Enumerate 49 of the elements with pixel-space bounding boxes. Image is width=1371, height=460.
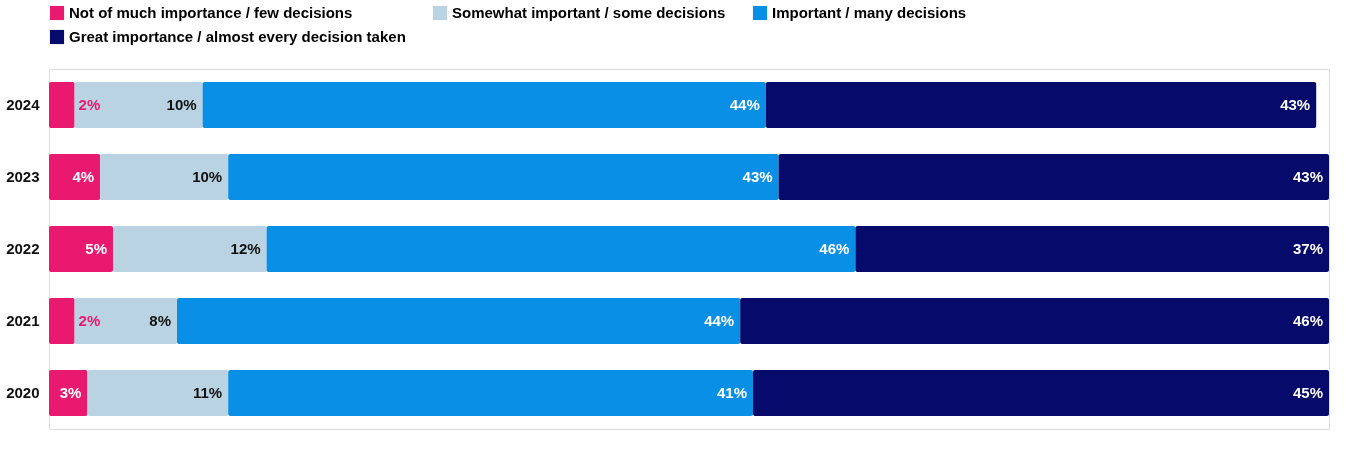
data-label: 4% xyxy=(72,168,95,185)
bar xyxy=(778,153,1329,201)
bar xyxy=(74,81,203,129)
bar xyxy=(740,297,1329,345)
data-label: 12% xyxy=(230,240,261,257)
data-label: 46% xyxy=(819,240,850,257)
data-label: 43% xyxy=(1280,96,1311,113)
bar xyxy=(49,153,101,201)
bar xyxy=(49,225,113,273)
bar xyxy=(228,153,779,201)
data-label: 2% xyxy=(78,312,101,329)
bar xyxy=(202,81,766,129)
bar xyxy=(113,225,267,273)
y-tick-label: 2020 xyxy=(6,384,40,401)
y-tick-label: 2023 xyxy=(6,168,40,185)
data-label: 37% xyxy=(1292,240,1323,257)
y-tick-label: 2024 xyxy=(6,96,41,113)
bar xyxy=(49,369,88,417)
data-label: 2% xyxy=(78,96,101,113)
data-label: 44% xyxy=(729,96,760,113)
data-label: 3% xyxy=(59,384,82,401)
legend-label: Somewhat important / some decisions xyxy=(452,4,726,21)
bar xyxy=(87,369,229,417)
data-label: 10% xyxy=(166,96,197,113)
bar xyxy=(266,225,856,273)
data-label: 5% xyxy=(85,240,107,257)
data-label: 43% xyxy=(1292,168,1323,185)
bar xyxy=(49,297,75,345)
bar xyxy=(228,369,753,417)
legend-label: Not of much importance / few decisions xyxy=(69,4,353,21)
data-label: 10% xyxy=(192,168,223,185)
bar xyxy=(753,369,1329,417)
bar xyxy=(855,225,1329,273)
y-tick-label: 2021 xyxy=(6,312,40,329)
legend-label: Great importance / almost every decision taken xyxy=(69,28,406,45)
bar xyxy=(177,297,741,345)
data-label: 11% xyxy=(193,384,223,401)
data-label: 45% xyxy=(1292,384,1323,401)
bar xyxy=(765,81,1317,129)
legend-label: Important / many decisions xyxy=(772,4,967,21)
data-label: 43% xyxy=(742,168,773,185)
y-tick-label: 2022 xyxy=(6,240,40,257)
bar xyxy=(100,153,229,201)
bar xyxy=(49,81,75,129)
bar xyxy=(74,297,177,345)
data-label: 46% xyxy=(1292,312,1323,329)
data-label: 8% xyxy=(149,312,171,329)
data-label: 44% xyxy=(704,312,735,329)
data-label: 41% xyxy=(716,384,747,401)
